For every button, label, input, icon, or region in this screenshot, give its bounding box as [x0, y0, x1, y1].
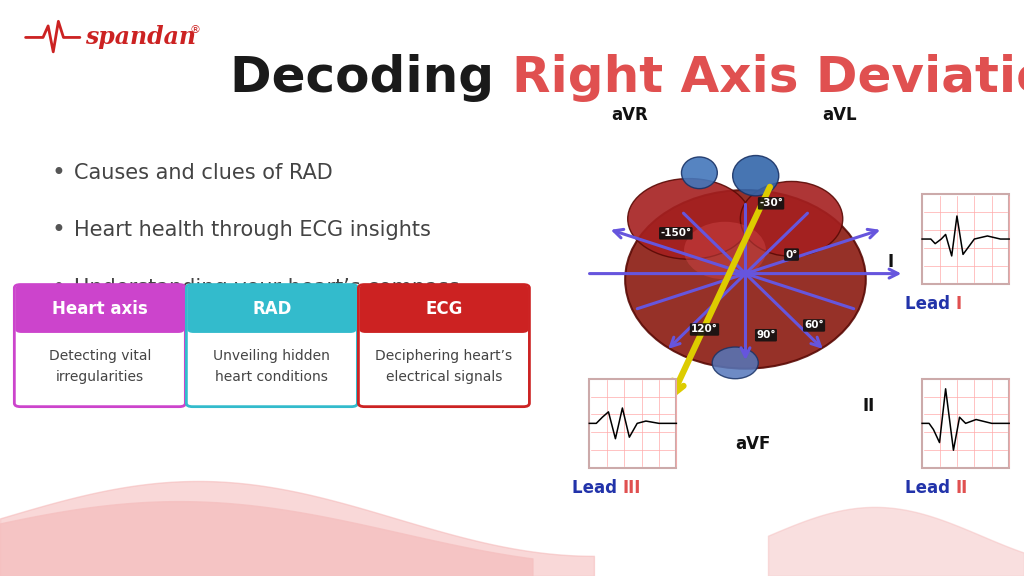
Text: II: II [862, 397, 874, 415]
Text: I: I [955, 295, 962, 313]
Text: •: • [51, 218, 66, 242]
Ellipse shape [684, 222, 766, 279]
Ellipse shape [740, 181, 843, 256]
FancyBboxPatch shape [15, 285, 184, 333]
Text: Lead: Lead [904, 479, 955, 497]
Text: Heart axis: Heart axis [52, 300, 147, 318]
Text: -150°: -150° [660, 228, 691, 238]
Text: RAD: RAD [252, 300, 292, 318]
FancyBboxPatch shape [922, 379, 1009, 468]
Text: Deciphering heart’s
electrical signals: Deciphering heart’s electrical signals [376, 349, 512, 384]
Text: 60°: 60° [804, 320, 824, 331]
Ellipse shape [628, 179, 751, 259]
Ellipse shape [682, 157, 717, 189]
Text: Causes and clues of RAD: Causes and clues of RAD [74, 163, 333, 183]
Text: ®: ® [189, 25, 201, 36]
FancyBboxPatch shape [359, 285, 528, 333]
Text: Understanding your heart’s compass: Understanding your heart’s compass [74, 278, 460, 298]
Text: Unveiling hidden
heart conditions: Unveiling hidden heart conditions [213, 349, 331, 384]
FancyBboxPatch shape [590, 379, 676, 468]
Text: ECG: ECG [425, 300, 463, 318]
Text: II: II [955, 479, 968, 497]
FancyBboxPatch shape [14, 285, 185, 407]
Text: aVF: aVF [735, 434, 770, 453]
Text: 120°: 120° [691, 324, 718, 335]
Text: spandan: spandan [85, 25, 196, 49]
Text: 90°: 90° [756, 330, 776, 340]
FancyBboxPatch shape [358, 285, 529, 407]
FancyBboxPatch shape [922, 195, 1009, 284]
Text: III: III [623, 479, 641, 497]
Text: Lead: Lead [571, 479, 623, 497]
Text: III: III [624, 397, 642, 415]
Text: •: • [51, 161, 66, 185]
Ellipse shape [625, 190, 865, 369]
Text: aVL: aVL [822, 106, 857, 124]
Text: Heart health through ECG insights: Heart health through ECG insights [74, 221, 431, 240]
Text: aVR: aVR [611, 106, 648, 124]
Text: Lead: Lead [904, 295, 955, 313]
Text: Detecting vital
irregularities: Detecting vital irregularities [49, 349, 151, 384]
Text: I: I [888, 253, 894, 271]
Text: •: • [51, 276, 66, 300]
Ellipse shape [733, 156, 778, 196]
Text: Right Axis Deviation ECG: Right Axis Deviation ECG [512, 54, 1024, 102]
Ellipse shape [713, 347, 758, 379]
FancyBboxPatch shape [187, 285, 356, 333]
Text: 0°: 0° [785, 249, 798, 260]
FancyBboxPatch shape [186, 285, 357, 407]
Text: Decoding: Decoding [230, 54, 512, 102]
Text: -30°: -30° [759, 198, 783, 209]
